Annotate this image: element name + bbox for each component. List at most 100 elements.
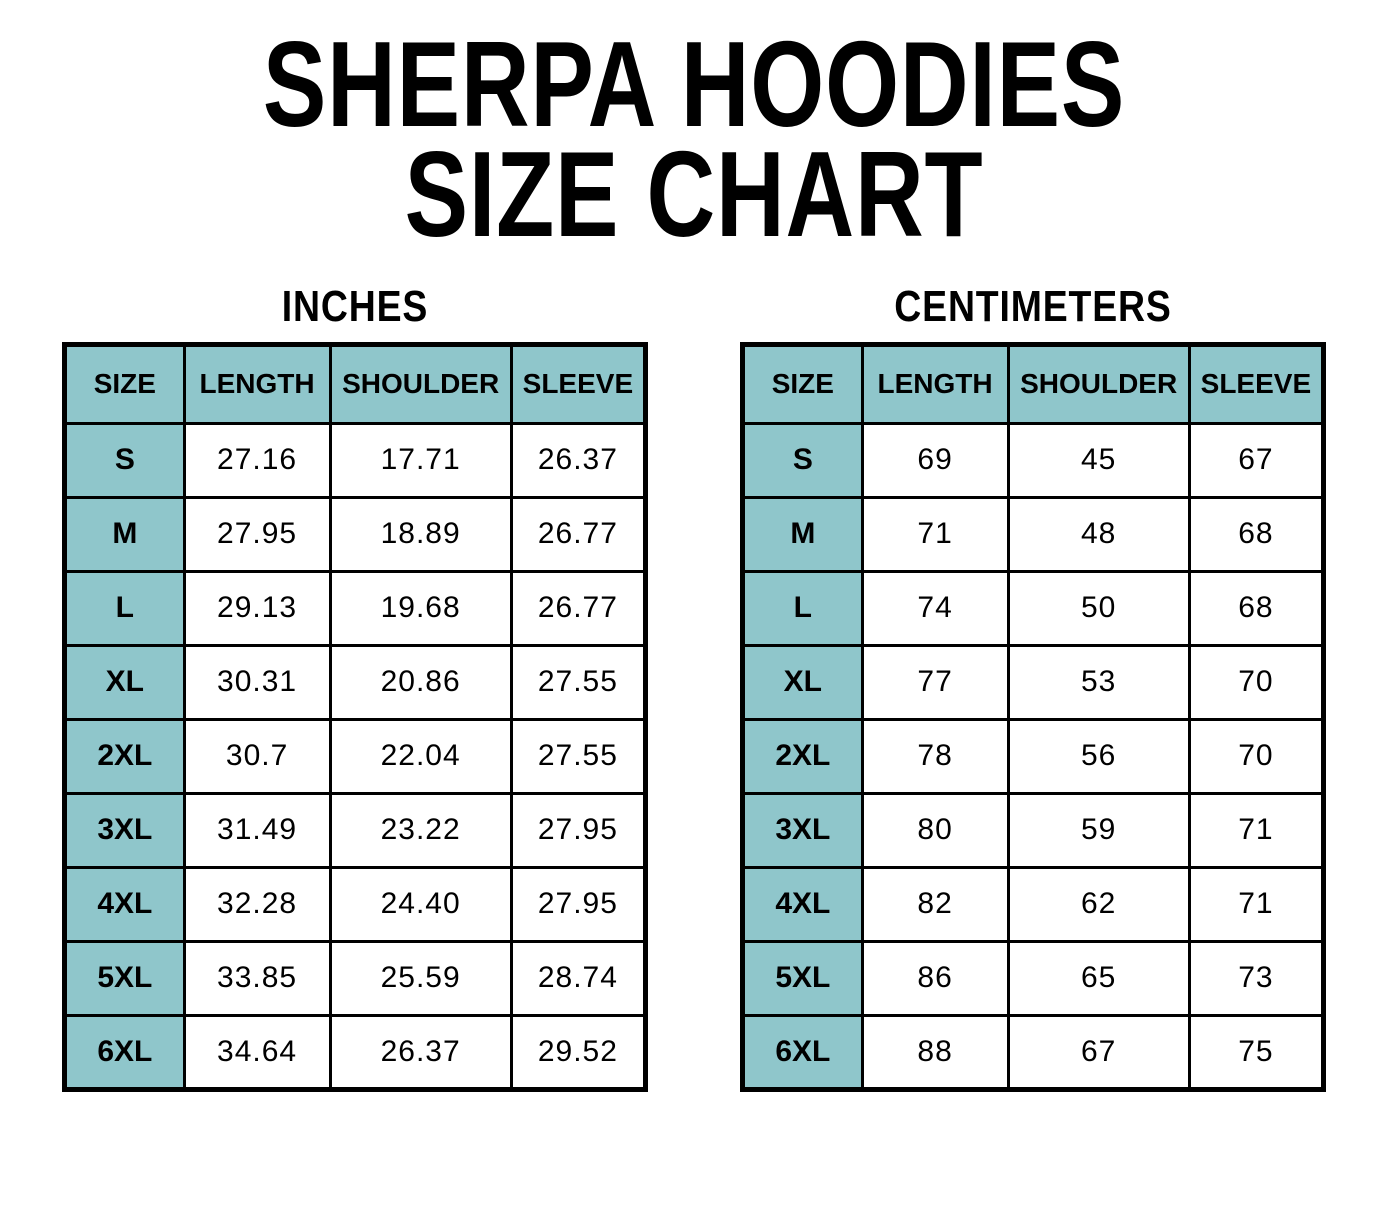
size-label-cell: 3XL: [63, 791, 186, 869]
table-row: XL 77 53 70: [741, 643, 1326, 721]
measurement-value-cell: 62: [1006, 865, 1191, 943]
table-row: 6XL 88 67 75: [741, 1013, 1326, 1091]
measurement-value-cell: 68: [1187, 495, 1326, 573]
page-title-line2: SIZE CHART: [404, 125, 984, 262]
measurement-value-cell: 30.31: [182, 643, 332, 721]
table-row: S 27.16 17.71 26.37: [63, 421, 648, 499]
measurement-value-cell: 22.04: [328, 717, 513, 795]
measurement-value-cell: 45: [1006, 421, 1191, 499]
measurement-value-cell: 88: [860, 1013, 1010, 1091]
measurement-value-cell: 50: [1006, 569, 1191, 647]
table-row: M 27.95 18.89 26.77: [63, 495, 648, 573]
tables-row: INCHES SIZE LENGTH SHOULDER SLEEVE S 27.16 17…: [0, 282, 1388, 1092]
inches-table: SIZE LENGTH SHOULDER SLEEVE S 27.16 17.71 26.3…: [62, 341, 648, 1092]
measurement-value-cell: 56: [1006, 717, 1191, 795]
measurement-value-cell: 77: [860, 643, 1010, 721]
measurement-value-cell: 78: [860, 717, 1010, 795]
measurement-value-cell: 29.52: [509, 1013, 648, 1091]
table-row: 4XL 82 62 71: [741, 865, 1326, 943]
table-row: 4XL 32.28 24.40 27.95: [63, 865, 648, 943]
table-row: S 69 45 67: [741, 421, 1326, 499]
measurement-value-cell: 18.89: [328, 495, 513, 573]
measurement-value-cell: 82: [860, 865, 1010, 943]
column-header-shoulder: SHOULDER: [1006, 342, 1191, 425]
measurement-value-cell: 73: [1187, 939, 1326, 1017]
measurement-value-cell: 32.28: [182, 865, 332, 943]
measurement-value-cell: 23.22: [328, 791, 513, 869]
measurement-value-cell: 71: [1187, 865, 1326, 943]
measurement-value-cell: 86: [860, 939, 1010, 1017]
measurement-value-cell: 24.40: [328, 865, 513, 943]
measurement-value-cell: 26.77: [509, 569, 648, 647]
size-label-cell: XL: [63, 643, 186, 721]
size-label-cell: S: [63, 421, 186, 499]
measurement-value-cell: 27.55: [509, 643, 648, 721]
measurement-value-cell: 28.74: [509, 939, 648, 1017]
size-label-cell: 4XL: [741, 865, 864, 943]
table-row: M 71 48 68: [741, 495, 1326, 573]
size-label-cell: 5XL: [741, 939, 864, 1017]
size-label-cell: L: [63, 569, 186, 647]
size-label-cell: 4XL: [63, 865, 186, 943]
measurement-value-cell: 29.13: [182, 569, 332, 647]
measurement-value-cell: 26.77: [509, 495, 648, 573]
size-label-cell: 5XL: [63, 939, 186, 1017]
table-row: 3XL 80 59 71: [741, 791, 1326, 869]
size-label-cell: 2XL: [63, 717, 186, 795]
measurement-value-cell: 68: [1187, 569, 1326, 647]
measurement-value-cell: 70: [1187, 643, 1326, 721]
column-header-sleeve: SLEEVE: [509, 342, 648, 425]
table-row: 5XL 86 65 73: [741, 939, 1326, 1017]
measurement-value-cell: 33.85: [182, 939, 332, 1017]
size-chart-page: SHERPA HOODIES SIZE CHART INCHES SIZE LENG…: [0, 23, 1388, 1230]
inches-label: INCHES: [281, 281, 429, 331]
measurement-value-cell: 67: [1006, 1013, 1191, 1091]
measurement-value-cell: 74: [860, 569, 1010, 647]
measurement-value-cell: 53: [1006, 643, 1191, 721]
measurement-value-cell: 17.71: [328, 421, 513, 499]
table-row: L 74 50 68: [741, 569, 1326, 647]
size-label-cell: 3XL: [741, 791, 864, 869]
size-label-cell: L: [741, 569, 864, 647]
measurement-value-cell: 70: [1187, 717, 1326, 795]
table-row: L 29.13 19.68 26.77: [63, 569, 648, 647]
table-row: 2XL 30.7 22.04 27.55: [63, 717, 648, 795]
size-label-cell: M: [741, 495, 864, 573]
measurement-value-cell: 75: [1187, 1013, 1326, 1091]
column-header-sleeve: SLEEVE: [1187, 342, 1326, 425]
header-row: SIZE LENGTH SHOULDER SLEEVE: [741, 342, 1326, 425]
measurement-value-cell: 27.95: [509, 791, 648, 869]
measurement-value-cell: 26.37: [509, 421, 648, 499]
measurement-value-cell: 80: [860, 791, 1010, 869]
measurement-value-cell: 31.49: [182, 791, 332, 869]
measurement-value-cell: 25.59: [328, 939, 513, 1017]
size-label-cell: 6XL: [741, 1013, 864, 1091]
measurement-value-cell: 71: [1187, 791, 1326, 869]
measurement-value-cell: 71: [860, 495, 1010, 573]
measurement-value-cell: 27.55: [509, 717, 648, 795]
centimeters-table-section: CENTIMETERS SIZE LENGTH SHOULDER SLEEVE S 69…: [740, 282, 1326, 1092]
page-title-line1: SHERPA HOODIES: [262, 16, 1126, 152]
measurement-value-cell: 27.16: [182, 421, 332, 499]
centimeters-table: SIZE LENGTH SHOULDER SLEEVE S 69 45 67 M 71 48 68 L…: [740, 341, 1326, 1092]
header-row: SIZE LENGTH SHOULDER SLEEVE: [63, 342, 648, 425]
table-row: 3XL 31.49 23.22 27.95: [63, 791, 648, 869]
size-label-cell: S: [741, 421, 864, 499]
measurement-value-cell: 19.68: [328, 569, 513, 647]
table-row: 5XL 33.85 25.59 28.74: [63, 939, 648, 1017]
inches-table-section: INCHES SIZE LENGTH SHOULDER SLEEVE S 27.16 17…: [62, 282, 648, 1092]
measurement-value-cell: 65: [1006, 939, 1191, 1017]
size-label-cell: M: [63, 495, 186, 573]
measurement-value-cell: 59: [1006, 791, 1191, 869]
page-title: SHERPA HOODIES SIZE CHART: [153, 23, 1236, 255]
measurement-value-cell: 34.64: [182, 1013, 332, 1091]
measurement-value-cell: 69: [860, 421, 1010, 499]
column-header-length: LENGTH: [860, 342, 1010, 425]
column-header-length: LENGTH: [182, 342, 332, 425]
measurement-value-cell: 30.7: [182, 717, 332, 795]
measurement-value-cell: 67: [1187, 421, 1326, 499]
measurement-value-cell: 20.86: [328, 643, 513, 721]
column-header-size: SIZE: [741, 342, 864, 425]
table-row: XL 30.31 20.86 27.55: [63, 643, 648, 721]
table-row: 2XL 78 56 70: [741, 717, 1326, 795]
